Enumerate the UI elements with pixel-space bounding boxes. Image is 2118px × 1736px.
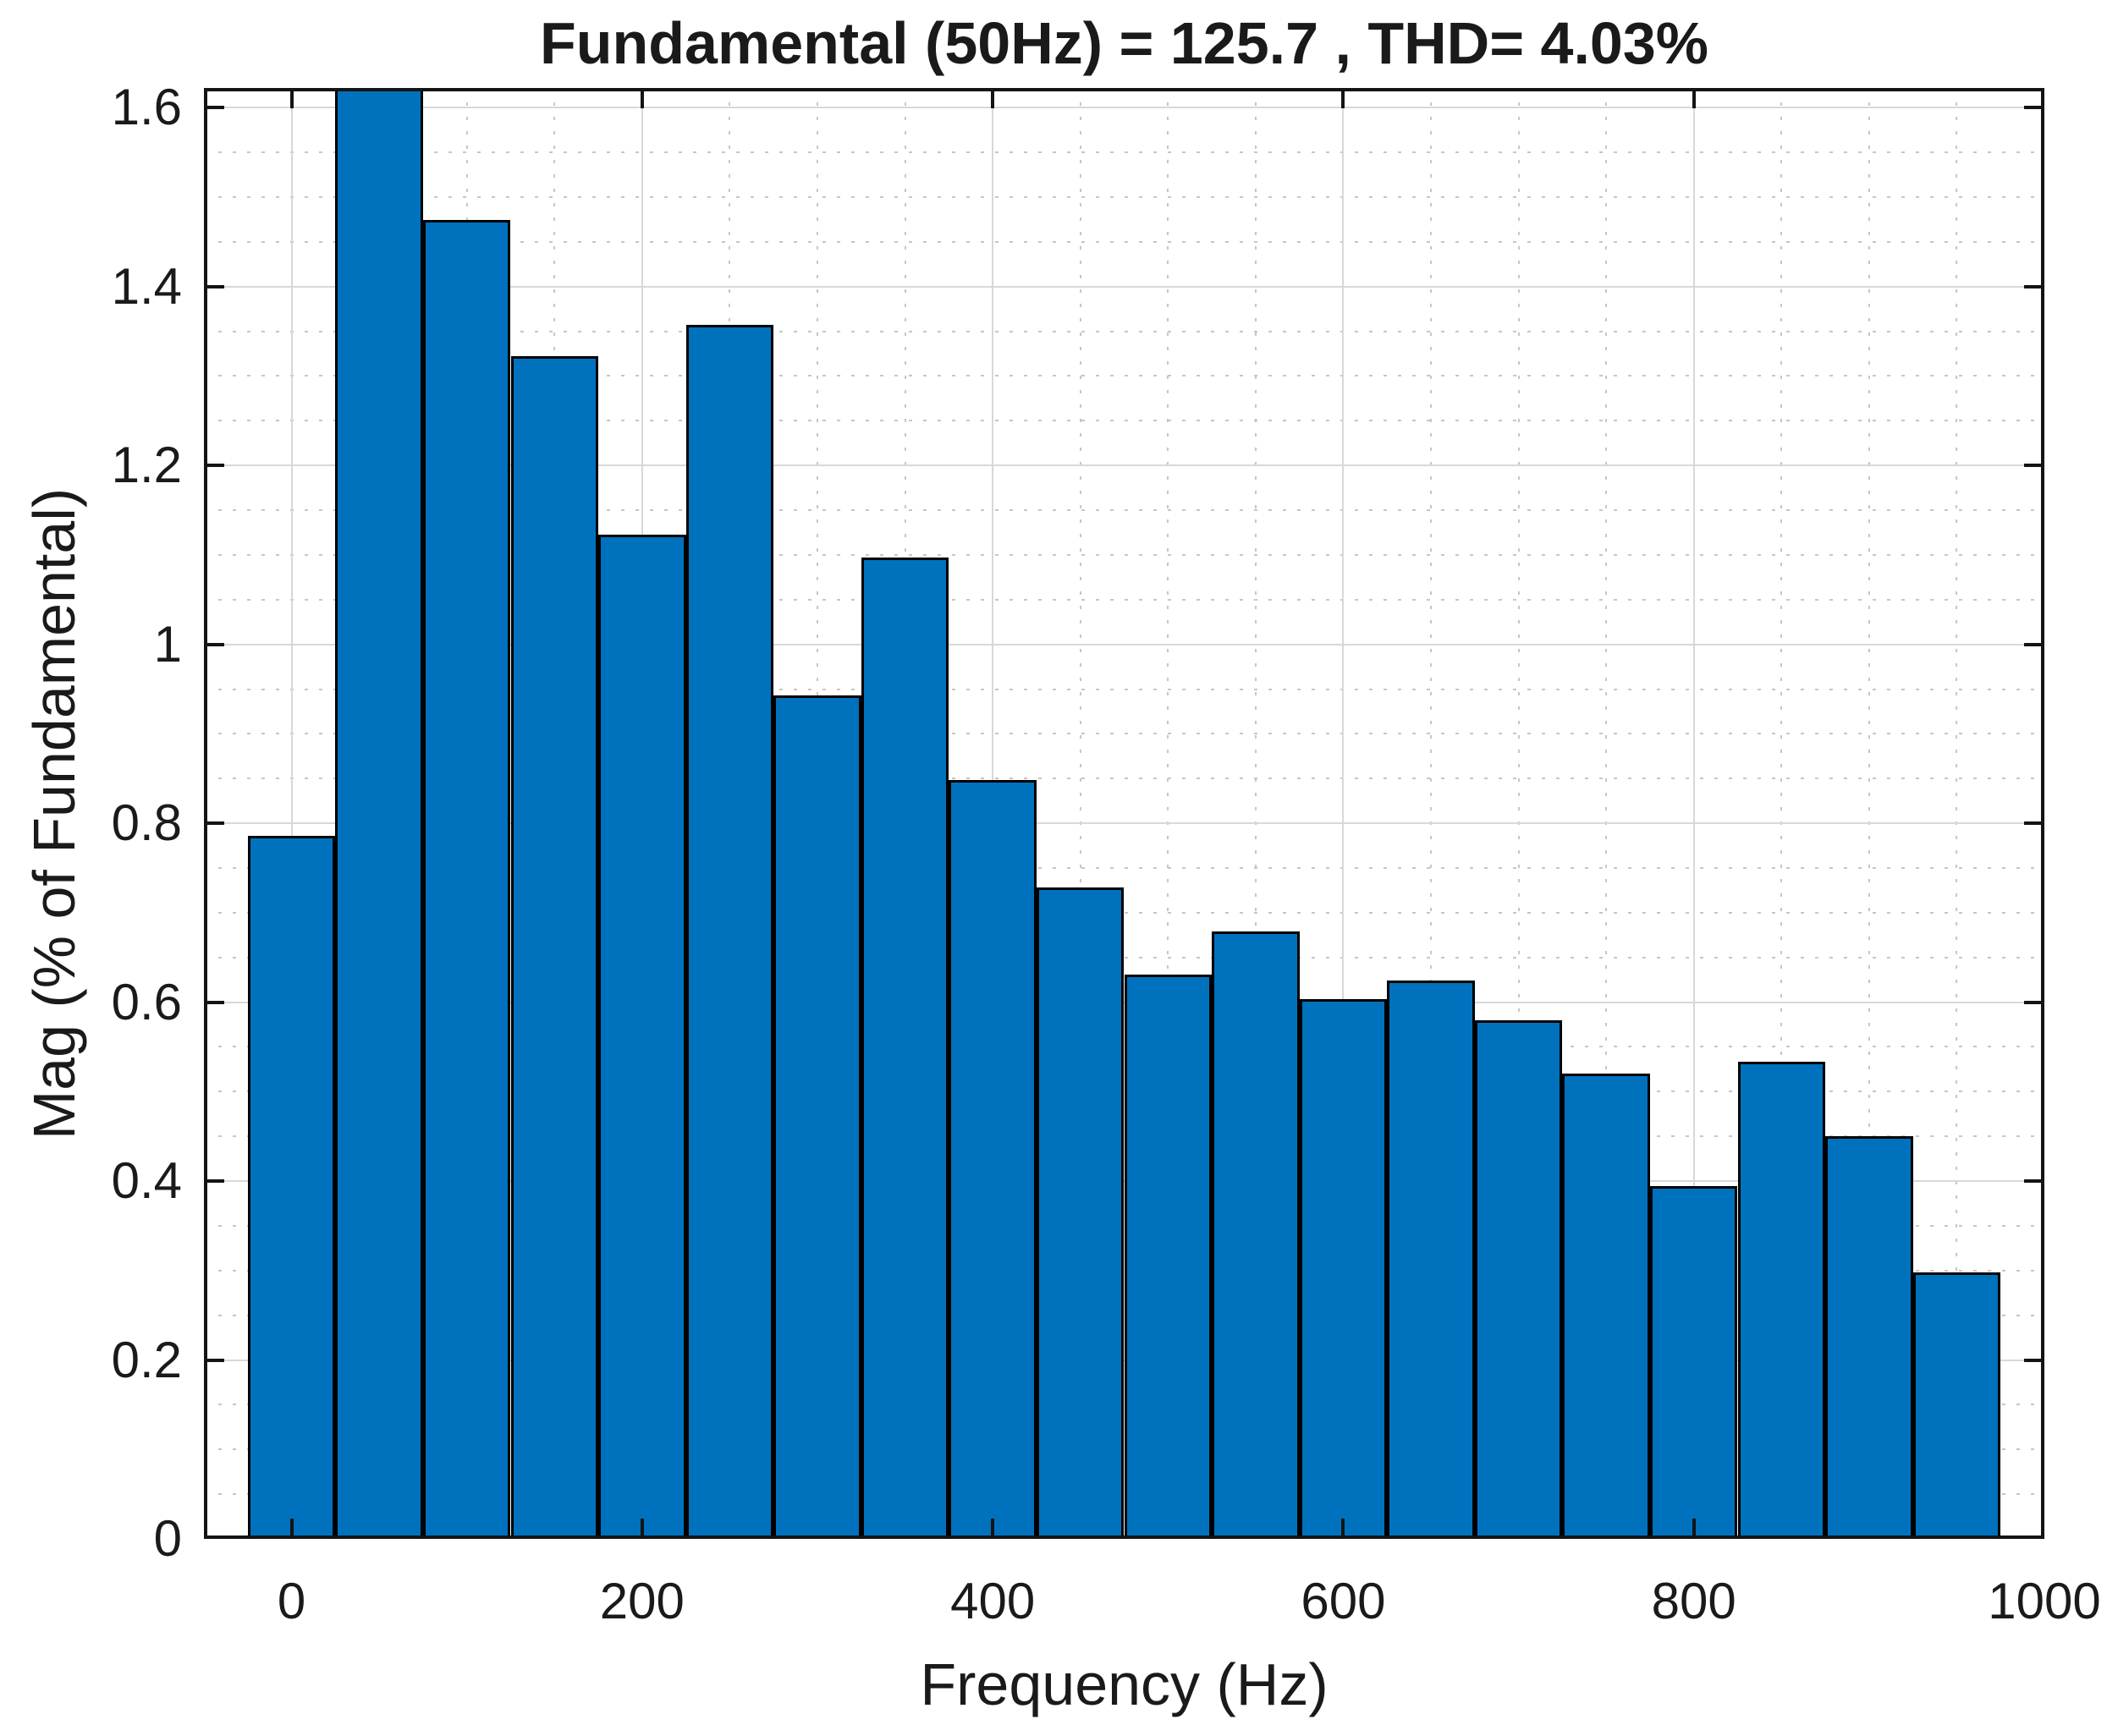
y-axis-tick-right: [2024, 1179, 2041, 1184]
gridline-minor: [1167, 88, 1169, 1539]
x-axis-tick: [1692, 1519, 1696, 1535]
y-axis-tick: [207, 1179, 224, 1184]
gridline-major: [1342, 88, 1345, 1539]
gridline-minor: [204, 509, 2044, 512]
y-axis-tick: [207, 464, 224, 468]
gridline-minor: [204, 598, 2044, 601]
bar: [773, 695, 861, 1539]
x-axis-tick: [289, 1519, 294, 1535]
gridline-minor: [204, 240, 2044, 243]
gridline-minor: [1780, 88, 1783, 1539]
x-tick-label: 0: [277, 1573, 306, 1629]
y-axis-tick-right: [2024, 1000, 2041, 1004]
bar: [1212, 931, 1300, 1539]
gridline-minor: [1254, 88, 1257, 1539]
gridline-minor: [204, 375, 2044, 377]
x-axis-tick-top: [991, 91, 995, 108]
gridline-minor: [204, 688, 2044, 690]
x-axis-tick: [991, 1519, 995, 1535]
y-tick-label: 1: [153, 615, 182, 673]
plot-area: [204, 88, 2044, 1539]
bar: [1649, 1186, 1738, 1539]
gridline-major: [204, 285, 2044, 288]
y-tick-label: 1.6: [111, 79, 182, 136]
bar: [1124, 974, 1213, 1539]
gridline-minor: [204, 151, 2044, 154]
y-axis-tick: [207, 1358, 224, 1362]
y-tick-label: 0.4: [111, 1152, 182, 1210]
bar: [1387, 981, 1475, 1539]
y-tick-label: 1.4: [111, 257, 182, 315]
y-tick-label: 0.6: [111, 973, 182, 1030]
bar: [1474, 1019, 1563, 1539]
gridline-major: [204, 822, 2044, 825]
gridline-major: [1692, 88, 1695, 1539]
gridline-minor: [204, 420, 2044, 422]
gridline-major: [204, 107, 2044, 109]
bar: [949, 780, 1037, 1539]
x-axis-tick-top: [640, 91, 644, 108]
y-axis-tick-right: [2024, 821, 2041, 826]
bar: [1036, 887, 1125, 1539]
gridline-minor: [204, 777, 2044, 780]
y-axis-tick: [207, 1000, 224, 1004]
y-axis-tick: [207, 642, 224, 646]
x-tick-label: 1000: [1988, 1573, 2101, 1629]
gridline-minor: [204, 733, 2044, 735]
y-tick-label: 0.8: [111, 794, 182, 852]
y-axis-tick: [207, 821, 224, 826]
bar: [598, 534, 686, 1539]
bar: [1825, 1136, 1913, 1539]
bar: [1299, 999, 1388, 1539]
y-axis-tick-right: [2024, 106, 2041, 110]
y-axis-tick-right: [2024, 642, 2041, 646]
y-axis-tick-right: [2024, 464, 2041, 468]
gridline-minor: [204, 956, 2044, 959]
bar: [685, 325, 774, 1539]
x-axis-tick: [1341, 1519, 1345, 1535]
bar: [335, 88, 423, 1539]
gridline-minor: [204, 553, 2044, 556]
gridline-minor: [204, 330, 2044, 332]
bar: [1737, 1062, 1826, 1539]
x-axis-label: Frequency (Hz): [920, 1651, 1329, 1717]
bar: [1912, 1272, 2001, 1539]
x-axis-tick: [640, 1519, 644, 1535]
gridline-minor: [1430, 88, 1432, 1539]
bar: [422, 220, 511, 1539]
bar: [247, 835, 336, 1539]
gridline-major: [204, 464, 2044, 467]
y-tick-label: 0: [153, 1510, 182, 1567]
y-axis-tick-right: [2024, 284, 2041, 288]
gridline-minor: [1605, 88, 1608, 1539]
y-axis-tick: [207, 106, 224, 110]
x-axis-tick-top: [1692, 91, 1696, 108]
x-tick-label: 200: [599, 1573, 685, 1629]
gridline-minor: [204, 195, 2044, 198]
gridline-minor: [1868, 88, 1870, 1539]
gridline-minor: [1079, 88, 1081, 1539]
gridline-minor: [1956, 88, 1958, 1539]
x-tick-label: 800: [1651, 1573, 1736, 1629]
bar: [1562, 1074, 1650, 1539]
bar: [861, 558, 949, 1539]
chart-title: Fundamental (50Hz) = 125.7 , THD= 4.03%: [539, 10, 1709, 76]
gridline-minor: [204, 911, 2044, 914]
y-tick-label: 0.2: [111, 1331, 182, 1388]
gridline-major: [204, 643, 2044, 646]
x-tick-label: 400: [950, 1573, 1036, 1629]
y-axis-tick-right: [2024, 1358, 2041, 1362]
x-axis-tick-top: [289, 91, 294, 108]
x-axis-tick-top: [1341, 91, 1345, 108]
gridline-minor: [204, 866, 2044, 869]
x-tick-label: 600: [1301, 1573, 1386, 1629]
y-axis-tick: [207, 284, 224, 288]
gridline-major: [290, 88, 293, 1539]
y-tick-label: 1.2: [111, 437, 182, 494]
gridline-minor: [1517, 88, 1520, 1539]
bar: [510, 356, 599, 1539]
